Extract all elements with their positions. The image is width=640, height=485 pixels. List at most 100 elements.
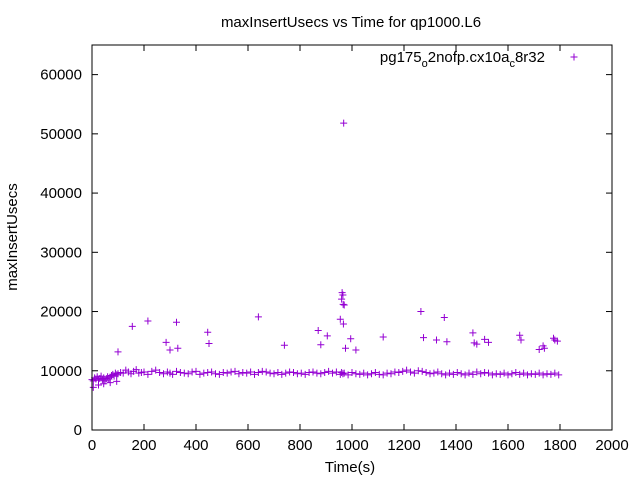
data-point <box>321 369 329 377</box>
data-point <box>417 308 425 316</box>
data-point <box>387 370 395 378</box>
data-point <box>215 370 223 378</box>
data-point <box>176 369 184 377</box>
data-point <box>446 369 453 377</box>
data-point <box>473 368 481 376</box>
x-axis-label: Time(s) <box>325 459 375 476</box>
data-point <box>520 369 528 377</box>
y-tick-label: 30000 <box>40 244 82 261</box>
data-point <box>184 370 192 378</box>
data-point <box>339 320 347 328</box>
data-point <box>438 370 446 378</box>
data-point <box>235 370 243 378</box>
data-point <box>274 369 282 377</box>
data-point <box>352 370 360 378</box>
data-point <box>100 380 108 388</box>
data-point <box>430 369 438 377</box>
data-point <box>160 370 167 378</box>
legend: pg175o2nofp.cx10ac8r32 <box>380 49 578 70</box>
data-point <box>539 371 547 379</box>
data-point <box>375 370 383 378</box>
data-point <box>258 367 266 375</box>
data-point <box>204 328 212 336</box>
data-point <box>208 368 216 376</box>
data-point <box>280 341 288 349</box>
data-point <box>481 369 489 377</box>
data-point <box>266 369 274 377</box>
legend-label-subscript: o <box>422 58 428 70</box>
data-point <box>231 367 239 375</box>
data-point <box>403 366 411 374</box>
data-point <box>551 369 559 377</box>
data-point <box>219 369 227 377</box>
x-tick-label: 0 <box>88 437 96 454</box>
y-axis-label: maxInsertUsecs <box>4 183 21 291</box>
data-point <box>356 370 364 378</box>
x-tick-label: 1000 <box>335 437 368 454</box>
data-point <box>496 370 504 378</box>
data-point <box>517 336 525 344</box>
data-point <box>339 370 347 378</box>
data-point <box>105 375 113 383</box>
data-point <box>547 370 555 378</box>
x-tick-label: 400 <box>183 437 208 454</box>
data-point <box>174 344 182 352</box>
data-point <box>323 332 331 340</box>
data-point <box>262 368 270 376</box>
data-point <box>508 370 516 378</box>
data-point <box>433 336 440 344</box>
data-point <box>543 370 551 378</box>
chart-title: maxInsertUsecs vs Time for qp1000.L6 <box>221 14 481 31</box>
data-point <box>128 322 136 330</box>
x-tick-label: 800 <box>287 437 312 454</box>
axis-ticks: 0 200 400 600 800 1000 1200 1400 1600 1800 2000010… <box>40 45 629 454</box>
data-point <box>332 368 340 376</box>
data-point <box>340 369 348 377</box>
data-point <box>89 383 97 391</box>
data-point <box>278 370 286 378</box>
legend-label-part: 2nofp.cx10a <box>428 49 510 66</box>
data-point <box>301 370 309 378</box>
data-point <box>305 369 313 377</box>
legend-marker <box>570 53 578 61</box>
data-point <box>453 369 461 377</box>
data-point <box>340 119 348 127</box>
data-point <box>144 317 152 325</box>
data-point <box>344 371 352 379</box>
data-point <box>156 369 164 377</box>
data-point <box>524 371 531 379</box>
data-point <box>106 379 114 387</box>
data-point <box>290 369 297 377</box>
data-point <box>336 315 344 323</box>
data-point <box>550 334 557 342</box>
data-point <box>114 348 122 356</box>
data-point <box>204 369 212 377</box>
legend-label-part: pg175 <box>380 49 422 66</box>
data-point <box>254 313 262 321</box>
data-point <box>317 341 325 349</box>
data-point <box>196 370 204 378</box>
data-point <box>535 369 543 377</box>
data-point <box>162 338 170 346</box>
data-point <box>348 369 356 377</box>
data-point <box>371 369 379 377</box>
data-point <box>352 346 360 354</box>
data-point <box>469 370 477 378</box>
data-point <box>485 369 492 377</box>
data-point <box>512 369 520 377</box>
data-point <box>443 338 451 346</box>
legend-label-subscript: c <box>509 58 515 70</box>
data-point <box>410 369 418 377</box>
data-point <box>169 370 177 378</box>
data-point <box>555 371 563 379</box>
data-point <box>449 370 457 378</box>
data-point <box>531 370 539 378</box>
data-point <box>414 367 422 375</box>
data-point <box>180 369 188 377</box>
data-point <box>465 369 473 377</box>
data-point <box>251 370 258 378</box>
data-point <box>516 331 524 339</box>
data-point <box>516 370 524 378</box>
y-tick-label: 60000 <box>40 67 82 84</box>
